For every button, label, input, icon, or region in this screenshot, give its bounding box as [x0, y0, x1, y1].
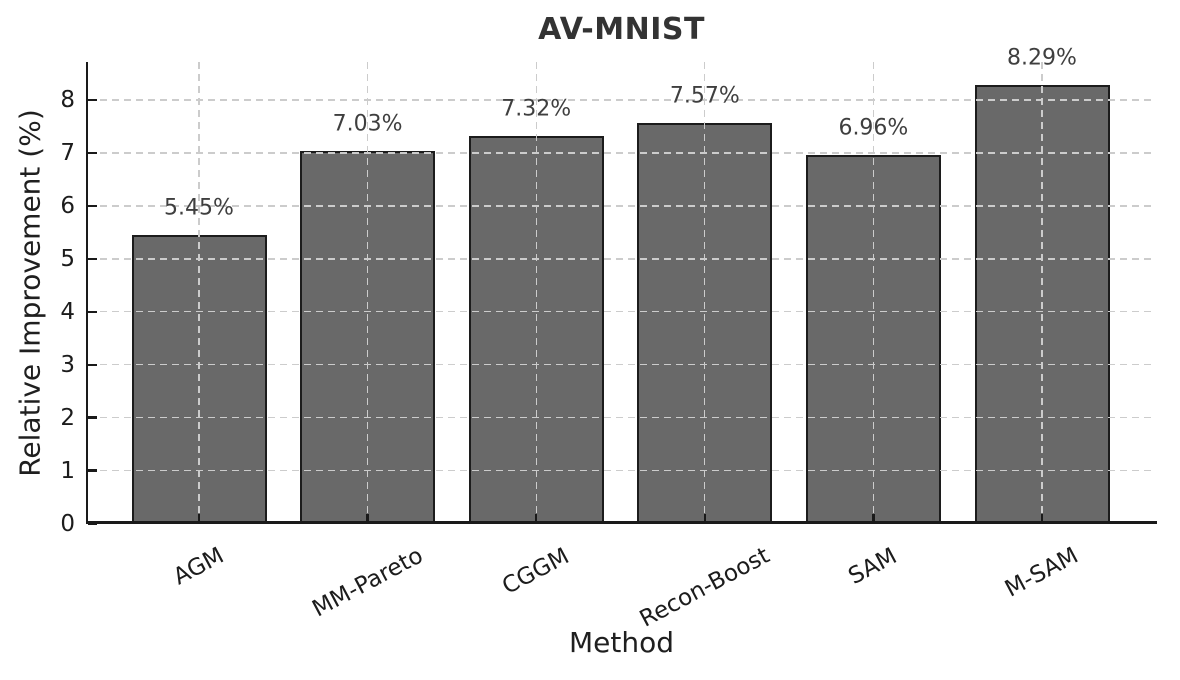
h-gridline [88, 364, 1155, 366]
x-tick-label: Recon-Boost [635, 543, 774, 634]
x-tick-mark [197, 514, 201, 523]
y-tick-label: 0 [60, 510, 75, 537]
h-gridline [88, 152, 1155, 154]
x-tick-label: SAM [844, 543, 902, 590]
x-tick-mark [1040, 514, 1044, 523]
y-tick-mark [88, 416, 97, 419]
y-tick-mark [88, 469, 97, 472]
v-gridline [535, 62, 537, 524]
h-gridline [88, 469, 1155, 472]
y-tick-label: 8 [60, 87, 75, 114]
h-gridline [88, 205, 1155, 207]
y-tick-label: 1 [60, 457, 75, 484]
y-tick-label: 5 [60, 245, 75, 272]
x-tick-mark [535, 514, 538, 523]
x-tick-label: CGGM [498, 543, 574, 600]
chart-title: AV-MNIST [538, 12, 705, 47]
bar-value-label: 8.29% [1007, 45, 1077, 71]
v-gridline [704, 62, 706, 524]
y-tick-mark [88, 98, 97, 102]
y-tick-mark [88, 204, 97, 208]
y-axis-spine [85, 62, 89, 524]
x-tick-label: AGM [169, 542, 229, 591]
y-tick-mark [88, 151, 97, 155]
h-gridline [88, 416, 1155, 419]
bar-value-label: 7.57% [669, 83, 740, 109]
x-tick-mark [703, 514, 706, 523]
v-gridline [198, 62, 200, 524]
y-tick-label: 2 [60, 404, 75, 431]
h-gridline [88, 311, 1155, 313]
v-gridline [872, 62, 875, 524]
x-tick-label: M-SAM [1000, 543, 1083, 603]
y-tick-mark [88, 257, 97, 261]
v-gridline [1041, 62, 1043, 524]
v-gridline [366, 62, 369, 524]
y-tick-mark [88, 310, 97, 313]
y-tick-label: 3 [60, 351, 75, 378]
y-tick-label: 4 [60, 298, 75, 325]
y-tick-label: 6 [60, 192, 75, 219]
bar-value-label: 7.32% [501, 96, 572, 122]
bar-value-label: 7.03% [332, 111, 403, 137]
y-tick-mark [88, 363, 97, 366]
x-tick-label: MM-Pareto [307, 542, 427, 623]
bar-value-label: 6.96% [838, 115, 909, 141]
x-axis-spine [85, 521, 1157, 524]
bar-value-label: 5.45% [164, 195, 234, 221]
y-tick-mark [88, 522, 97, 525]
h-gridline [88, 258, 1155, 260]
x-tick-mark [872, 514, 875, 523]
x-tick-mark [366, 514, 369, 523]
h-gridline [88, 99, 1155, 101]
y-tick-label: 7 [60, 140, 75, 167]
x-axis-label: Method [568, 626, 674, 659]
